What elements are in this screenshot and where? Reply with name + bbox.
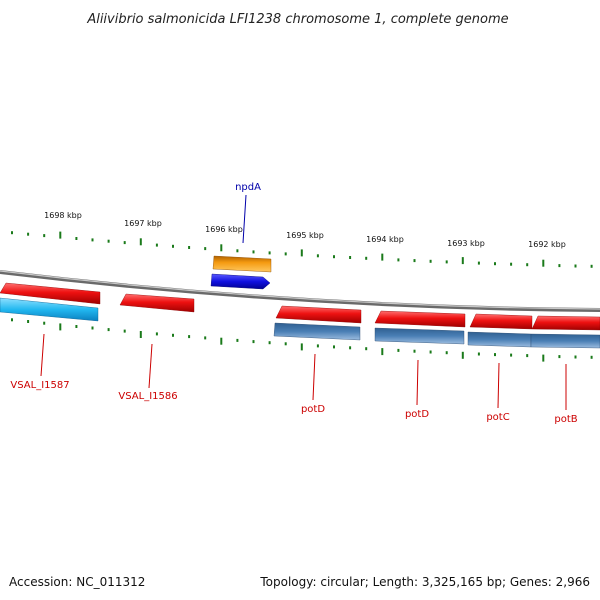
tick-label-1696: 1696 kbp	[205, 225, 243, 234]
cds-bar[interactable]	[0, 297, 99, 322]
npda-orange-feature[interactable]	[212, 255, 272, 273]
gene-arrow[interactable]	[119, 293, 195, 313]
gene-label-potb[interactable]: potB	[554, 414, 577, 425]
gene-label-potd-1[interactable]: potD	[301, 404, 325, 415]
tick-label-1693: 1693 kbp	[447, 239, 485, 248]
tick-label-1697: 1697 kbp	[124, 219, 162, 228]
accession-text: Accession: NC_011312	[9, 575, 145, 589]
gene-label-vsal-i1587[interactable]: VSAL_I1587	[10, 380, 69, 391]
map-title: Aliivibrio salmonicida LFI1238 chromosom…	[86, 12, 508, 27]
gene-label-potd-2[interactable]: potD	[405, 409, 429, 420]
cds-bar[interactable]	[374, 327, 465, 345]
inner-tick-ring	[11, 318, 593, 362]
gene-arrow[interactable]	[469, 313, 533, 330]
gene-arrow[interactable]	[374, 310, 466, 328]
topology-summary: Topology: circular; Length: 3,325,165 bp…	[259, 575, 590, 589]
cds-bar[interactable]	[530, 333, 600, 349]
tick-label-1698: 1698 kbp	[44, 211, 82, 220]
gene-label-vsal-i1586[interactable]: VSAL_I1586	[118, 391, 177, 402]
tick-label-1692: 1692 kbp	[528, 240, 566, 249]
gene-arrow[interactable]	[0, 282, 101, 305]
gene-arrow[interactable]	[531, 315, 600, 331]
forward-strand-genes	[0, 282, 600, 331]
outer-tick-ring	[11, 231, 593, 268]
reverse-strand-cds	[0, 297, 600, 349]
chromosome-backbone	[0, 270, 600, 312]
tick-label-1695: 1695 kbp	[286, 231, 324, 240]
cds-bar[interactable]	[467, 331, 532, 348]
npda-blue-feature[interactable]	[210, 273, 271, 290]
label-leaders	[40, 194, 567, 410]
cds-bar[interactable]	[273, 322, 361, 341]
tick-label-1694: 1694 kbp	[366, 235, 404, 244]
gene-label-potc[interactable]: potC	[486, 412, 509, 423]
gene-arrow[interactable]	[275, 305, 362, 324]
gene-label-npda[interactable]: npdA	[235, 182, 261, 193]
